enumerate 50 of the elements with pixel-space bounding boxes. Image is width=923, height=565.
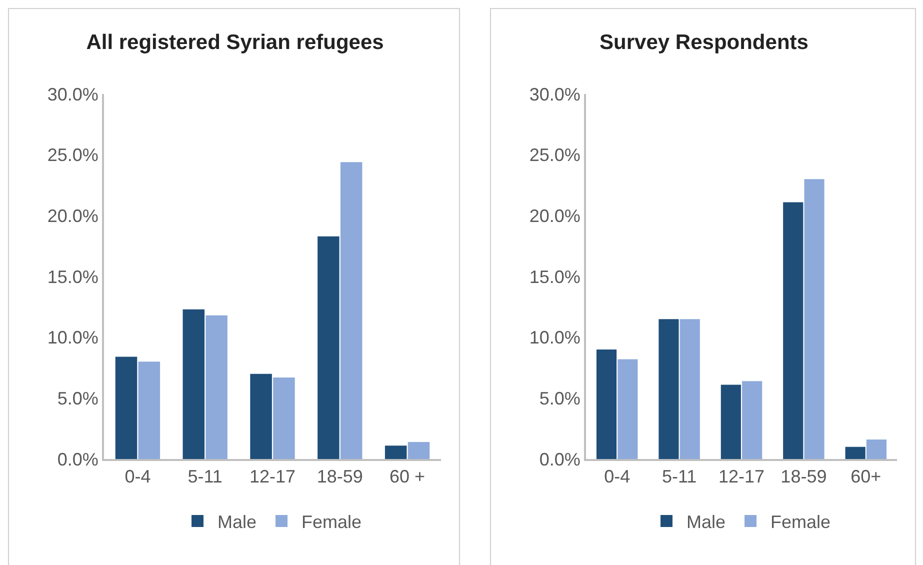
bar <box>866 440 887 459</box>
bar <box>596 350 617 459</box>
x-tick-label: 60+ <box>850 466 882 487</box>
x-tick-label: 5-11 <box>662 466 697 487</box>
chart-title: Survey Respondents <box>600 30 808 54</box>
bar <box>680 319 700 459</box>
bar <box>804 179 824 459</box>
bar <box>138 362 160 459</box>
x-tick-label: 0-4 <box>604 466 630 487</box>
x-tick-label: 5-11 <box>188 466 222 487</box>
bar <box>384 446 407 459</box>
x-tick-label: 0-4 <box>124 466 151 487</box>
bar <box>115 356 138 459</box>
y-tick-label: 30.0% <box>529 84 580 104</box>
y-tick-label: 0.0% <box>57 449 98 470</box>
y-tick-label: 15.0% <box>529 266 580 287</box>
bar <box>845 446 866 459</box>
y-tick-label: 15.0% <box>47 266 98 287</box>
x-tick-label: 12-17 <box>249 466 296 487</box>
legend-label: Male <box>218 512 257 532</box>
legend-label: Female <box>302 512 362 532</box>
y-tick-label: 25.0% <box>529 145 580 166</box>
y-tick-label: 25.0% <box>47 145 98 166</box>
legend-label: Female <box>770 512 831 532</box>
x-tick-label: 18-59 <box>780 466 827 487</box>
x-tick-label: 18-59 <box>316 466 363 487</box>
x-tick-label: 60 + <box>390 466 426 487</box>
bar <box>783 202 804 459</box>
bar <box>206 315 228 459</box>
y-tick-label: 10.0% <box>47 328 98 348</box>
chart-title: All registered Syrian refugees <box>86 30 384 54</box>
y-tick-label: 20.0% <box>47 206 98 226</box>
x-tick-label: 12-17 <box>718 466 765 487</box>
bar <box>250 374 272 459</box>
bar <box>720 384 741 459</box>
bar <box>340 162 362 459</box>
y-tick-label: 20.0% <box>529 206 580 226</box>
bar <box>182 309 205 459</box>
y-tick-label: 0.0% <box>539 449 580 470</box>
bar <box>273 377 295 459</box>
y-tick-label: 5.0% <box>57 388 98 408</box>
legend-label: Male <box>686 512 726 532</box>
bar <box>318 236 340 459</box>
y-tick-label: 10.0% <box>529 328 580 348</box>
bar <box>618 359 638 459</box>
bar <box>742 381 762 459</box>
y-tick-label: 5.0% <box>539 388 580 408</box>
bar <box>408 442 430 459</box>
bar <box>658 319 679 459</box>
y-tick-label: 30.0% <box>47 84 98 104</box>
